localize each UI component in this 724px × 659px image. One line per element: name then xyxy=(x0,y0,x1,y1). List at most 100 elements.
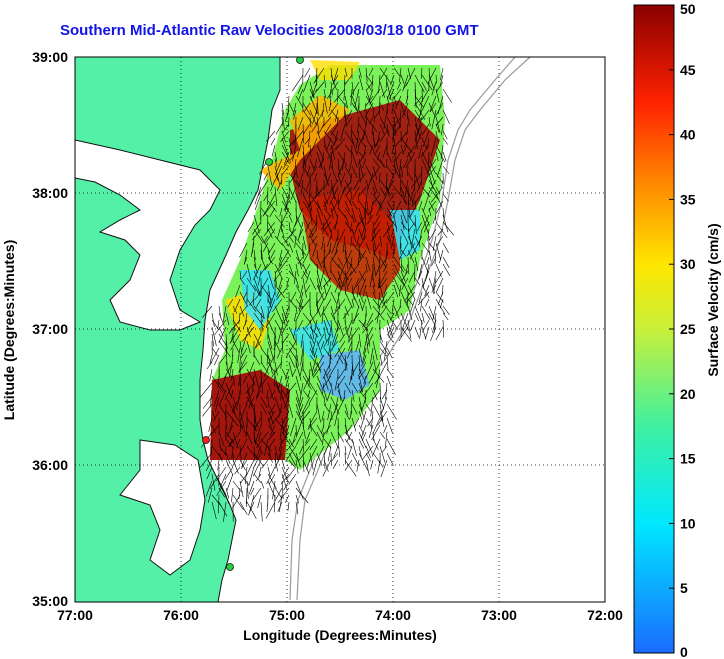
velocity-vector xyxy=(376,130,381,147)
velocity-vector xyxy=(218,382,226,392)
velocity-vector xyxy=(427,179,437,196)
velocity-vector xyxy=(246,480,249,499)
velocity-vector xyxy=(380,459,388,478)
velocity-vector xyxy=(393,95,397,106)
velocity-vector xyxy=(315,81,325,92)
velocity-vector xyxy=(256,389,262,399)
velocity-vector xyxy=(421,284,430,299)
velocity-vector xyxy=(435,270,444,284)
velocity-vector xyxy=(414,263,416,282)
velocity-vector xyxy=(359,382,367,394)
velocity-vector xyxy=(372,249,381,264)
velocity-vector xyxy=(274,452,276,462)
velocity-vector xyxy=(428,151,430,167)
velocity-vector xyxy=(404,284,416,302)
velocity-vector xyxy=(274,361,278,376)
velocity-vector xyxy=(225,382,232,398)
velocity-vector xyxy=(406,144,416,158)
velocity-vector xyxy=(218,326,224,337)
velocity-vector xyxy=(351,200,358,210)
velocity-vector xyxy=(316,130,321,140)
velocity-vector xyxy=(421,186,431,198)
velocity-vector xyxy=(292,144,297,162)
velocity-vector xyxy=(269,403,276,415)
velocity-vector xyxy=(248,501,255,516)
velocity-vector xyxy=(260,207,269,218)
velocity-vector xyxy=(299,445,304,455)
velocity-vector xyxy=(322,431,325,446)
velocity-vector xyxy=(260,256,266,269)
grid xyxy=(75,57,605,602)
velocity-vector xyxy=(255,340,262,349)
velocity-vector xyxy=(260,396,268,408)
velocity-vector xyxy=(238,312,241,324)
velocity-vector xyxy=(407,298,414,306)
velocity-vector xyxy=(295,242,307,256)
velocity-vector xyxy=(379,235,383,247)
velocity-vector xyxy=(253,305,265,319)
velocity-vector xyxy=(367,207,374,216)
velocity-vector xyxy=(279,249,283,261)
velocity-vector xyxy=(335,298,339,312)
velocity-vector xyxy=(326,81,339,99)
velocity-vector xyxy=(344,326,350,339)
velocity-vector xyxy=(441,179,444,189)
velocity-vector xyxy=(407,319,411,339)
y-axis: 39:00 38:00 37:00 36:00 35:00 Latitude (… xyxy=(1,49,68,609)
velocity-vector xyxy=(393,165,400,178)
velocity-vector xyxy=(337,158,346,178)
velocity-vector xyxy=(267,354,273,374)
velocity-vector xyxy=(337,172,342,188)
velocity-vector xyxy=(211,501,217,520)
velocity-vector xyxy=(282,410,290,425)
velocity-vector xyxy=(302,459,310,474)
velocity-vector xyxy=(442,256,450,268)
velocity-vector xyxy=(306,165,311,176)
velocity-vector xyxy=(337,207,347,219)
velocity-vector xyxy=(256,445,262,458)
velocity-vector xyxy=(225,445,227,456)
velocity-vector xyxy=(386,375,392,387)
velocity-vector xyxy=(435,242,441,260)
y-tick-label: 35:00 xyxy=(32,593,68,609)
velocity-vector xyxy=(360,424,367,439)
velocity-vector xyxy=(228,438,234,447)
velocity-vector xyxy=(266,501,269,513)
velocity-vector xyxy=(344,354,348,371)
velocity-vector xyxy=(354,221,360,235)
velocity-vector xyxy=(267,382,275,401)
velocity-vector xyxy=(414,137,419,150)
velocity-vector xyxy=(323,326,327,342)
velocity-vector xyxy=(366,333,374,347)
velocity-vector xyxy=(442,221,454,236)
velocity-vector xyxy=(309,172,312,187)
velocity-vector xyxy=(282,333,290,344)
velocity-vector xyxy=(225,494,229,504)
velocity-vector xyxy=(281,144,292,163)
velocity-vector xyxy=(239,382,242,395)
velocity-vector xyxy=(313,67,325,84)
velocity-vector xyxy=(372,193,383,209)
velocity-vector xyxy=(435,123,440,133)
velocity-vector xyxy=(274,487,283,499)
velocity-vector xyxy=(351,81,354,96)
velocity-vector xyxy=(305,284,311,293)
velocity-vector xyxy=(372,277,376,287)
velocity-vector xyxy=(393,186,402,197)
colorbar-ticks: 0 5 10 15 20 25 30 35 40 45 50 xyxy=(669,1,696,659)
velocity-vector xyxy=(239,473,248,484)
velocity-vector xyxy=(344,382,352,394)
velocity-vector xyxy=(435,221,448,239)
velocity-vector xyxy=(442,151,447,162)
velocity-vector xyxy=(280,207,290,225)
velocity-vector xyxy=(400,291,409,308)
velocity-vector xyxy=(344,74,346,85)
velocity-vector xyxy=(424,284,430,297)
velocity-vector xyxy=(346,431,353,443)
velocity-vector xyxy=(414,305,423,325)
velocity-vector xyxy=(330,200,338,218)
velocity-vector xyxy=(405,263,409,275)
velocity-vector xyxy=(349,410,353,420)
velocity-vector xyxy=(375,263,381,277)
velocity-vector xyxy=(346,319,353,335)
